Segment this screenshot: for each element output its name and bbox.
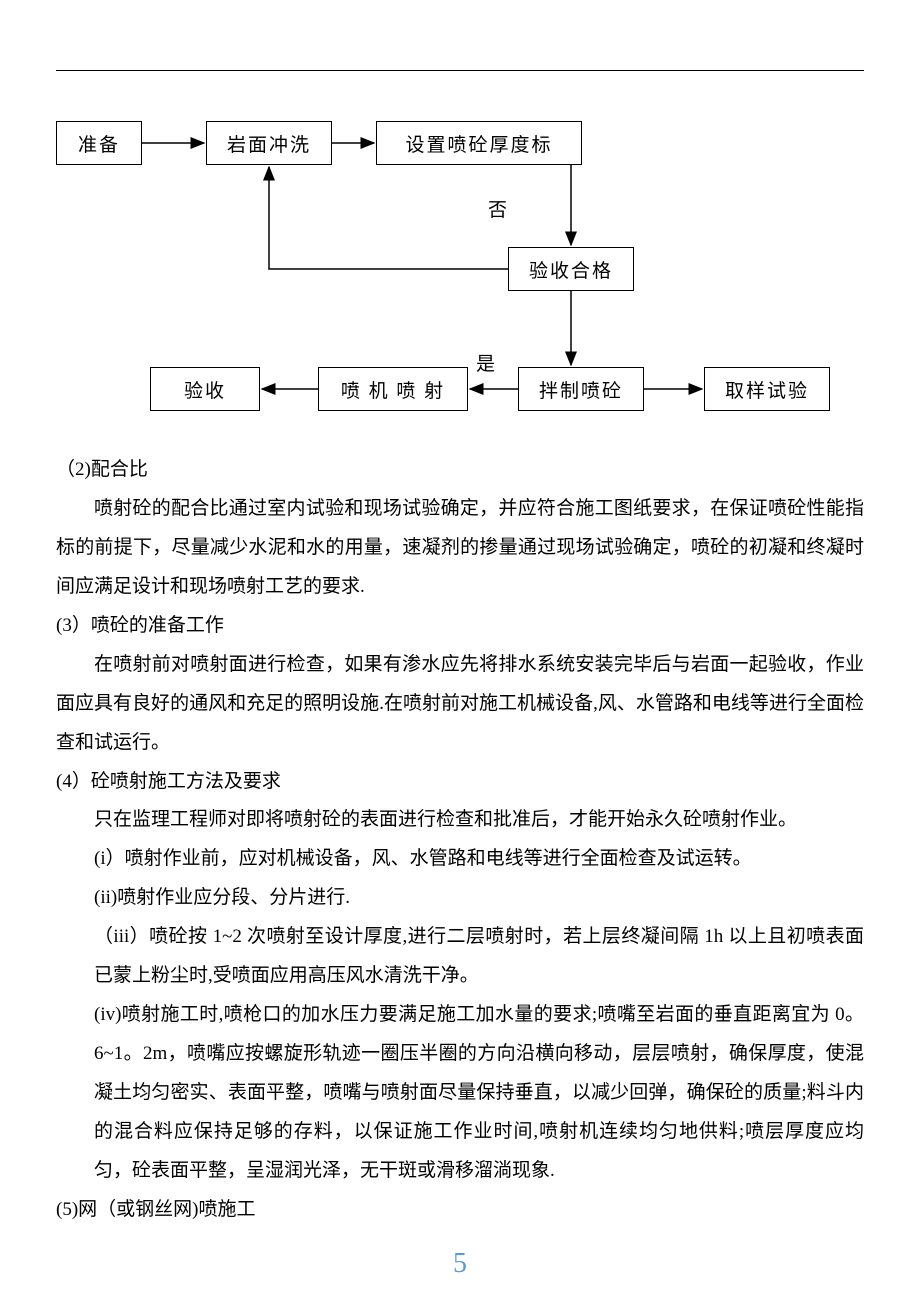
flow-box-prepare: 准备 <box>56 121 142 165</box>
section-4-iv: (iv)喷射施工时,喷枪口的加水压力要满足施工加水量的要求;喷嘴至岩面的垂直距离… <box>94 996 864 1191</box>
header-rule <box>56 70 864 71</box>
flow-box-sample: 取样试验 <box>704 367 830 411</box>
flowchart: 准备 岩面冲洗 设置喷砼厚度标 验收合格 拌制喷砼 取样试验 喷 机 喷 射 验… <box>56 121 862 421</box>
page-number: 5 <box>56 1248 864 1280</box>
flow-box-wash: 岩面冲洗 <box>206 121 332 165</box>
section-2-para: 喷射砼的配合比通过室内试验和现场试验确定，并应符合施工图纸要求，在保证喷砼性能指… <box>56 490 864 607</box>
document-page: 准备 岩面冲洗 设置喷砼厚度标 验收合格 拌制喷砼 取样试验 喷 机 喷 射 验… <box>0 0 920 1310</box>
section-4-p1: 只在监理工程师对即将喷射砼的表面进行检查和批准后，才能开始永久砼喷射作业。 <box>94 801 864 840</box>
body-text: （2)配合比 喷射砼的配合比通过室内试验和现场试验确定，并应符合施工图纸要求，在… <box>56 451 864 1230</box>
flow-box-spray: 喷 机 喷 射 <box>318 367 468 411</box>
flow-label-no: 否 <box>488 195 507 222</box>
flow-label-yes: 是 <box>476 349 495 376</box>
section-4-iii: （iii）喷砼按 1~2 次喷射至设计厚度,进行二层喷射时，若上层终凝间隔 1h… <box>94 918 864 996</box>
section-2-head: （2)配合比 <box>56 451 864 490</box>
section-4-ii: (ii)喷射作业应分段、分片进行. <box>94 879 864 918</box>
section-4-items: 只在监理工程师对即将喷射砼的表面进行检查和批准后，才能开始永久砼喷射作业。 (i… <box>56 801 864 1190</box>
flow-box-mix: 拌制喷砼 <box>518 367 644 411</box>
flow-box-thickness: 设置喷砼厚度标 <box>376 121 582 165</box>
section-4-head: (4）砼喷射施工方法及要求 <box>56 763 864 802</box>
section-5-head: (5)网（或钢丝网)喷施工 <box>56 1191 864 1230</box>
flow-box-final-accept: 验收 <box>150 367 260 411</box>
section-4-i: (i）喷射作业前，应对机械设备，风、水管路和电线等进行全面检查及试运转。 <box>94 840 864 879</box>
flow-box-accept-ok: 验收合格 <box>508 247 634 291</box>
section-3-head: (3）喷砼的准备工作 <box>56 607 864 646</box>
section-3-para: 在喷射前对喷射面进行检查，如果有渗水应先将排水系统安装完毕后与岩面一起验收，作业… <box>56 646 864 763</box>
